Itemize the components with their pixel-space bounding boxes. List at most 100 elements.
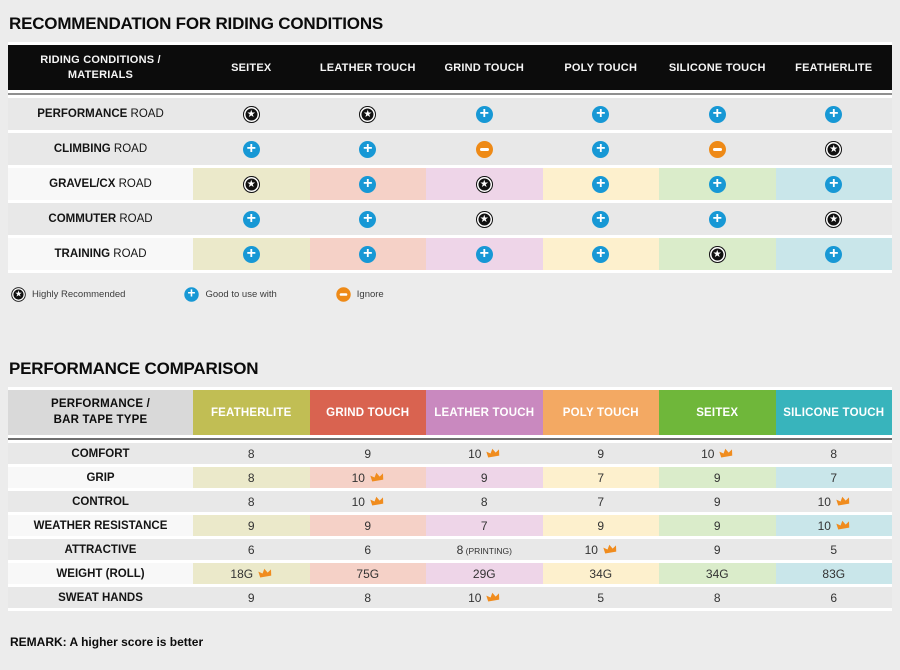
score-value: 8 <box>247 494 255 509</box>
crown-icon <box>719 448 733 458</box>
riding-row: TRAINING ROAD <box>8 238 892 270</box>
rating-cell <box>426 203 543 235</box>
score-suffix: (PRINTING) <box>463 545 512 556</box>
rating-cell <box>659 133 776 165</box>
score-value: 9 <box>713 542 721 557</box>
score-cell: 8 <box>193 443 310 464</box>
score-value: 9 <box>713 518 721 533</box>
rating-cell <box>659 203 776 235</box>
score-cell: 10 <box>426 443 543 464</box>
riding-row-label: COMMUTER ROAD <box>8 203 193 235</box>
score-value: 9 <box>247 518 255 533</box>
score-cell: 8 <box>775 443 892 464</box>
rating-cell <box>426 168 543 200</box>
score-value: 9 <box>597 518 605 533</box>
score-value: 5 <box>597 590 605 605</box>
score-cell: 9 <box>193 587 310 608</box>
plus-icon <box>592 245 610 263</box>
rating-cell <box>309 203 426 235</box>
score-value: 8 <box>713 590 721 605</box>
star-icon <box>242 105 260 123</box>
score-value: 6 <box>364 542 372 557</box>
riding-row: GRAVEL/CX ROAD <box>8 168 892 200</box>
rating-cell <box>426 133 543 165</box>
crown-icon <box>370 496 384 506</box>
riding-column-header-grind-touch: GRIND TOUCH <box>426 45 543 90</box>
rating-cell <box>542 98 659 130</box>
rating-cell <box>193 98 310 130</box>
rating-cell <box>659 238 776 270</box>
score-value: 7 <box>480 518 488 533</box>
rating-cell <box>426 98 543 130</box>
plus-icon <box>475 245 493 263</box>
score-value: 7 <box>830 470 838 485</box>
plus-icon <box>708 105 726 123</box>
rating-cell <box>309 168 426 200</box>
score-cell: 29G <box>426 563 543 584</box>
riding-column-header-poly-touch: POLY TOUCH <box>542 45 659 90</box>
perf-row: CONTROL 8 10 8 7 9 10 <box>8 491 892 512</box>
score-value: 29G <box>472 566 496 581</box>
score-cell: 9 <box>309 515 426 536</box>
star-icon <box>242 175 260 193</box>
legend-label: Ignore <box>356 289 384 300</box>
perf-corner-header: PERFORMANCE / BAR TAPE TYPE <box>8 390 193 435</box>
rating-cell <box>309 238 426 270</box>
score-value: 10 <box>584 542 598 557</box>
perf-row-label: WEATHER RESISTANCE <box>8 515 193 536</box>
score-cell: 10 <box>775 491 892 512</box>
score-value: 9 <box>480 470 488 485</box>
legend-label: Good to use with <box>205 289 277 300</box>
perf-row-label: ATTRACTIVE <box>8 539 193 560</box>
score-cell: 10 <box>426 587 543 608</box>
rating-cell <box>775 203 892 235</box>
score-value: 10 <box>817 518 831 533</box>
rating-cell <box>193 168 310 200</box>
rating-cell <box>542 168 659 200</box>
minus-icon <box>708 140 726 158</box>
score-value: 9 <box>364 518 372 533</box>
perf-row-label: SWEAT HANDS <box>8 587 193 608</box>
score-value: 18G <box>230 566 254 581</box>
perf-row: ATTRACTIVE 6 6 8 (PRINTING) 10 9 5 <box>8 539 892 560</box>
score-value: 8 <box>456 542 464 557</box>
legend-item: Ignore <box>335 286 384 303</box>
crown-icon <box>603 544 617 554</box>
rating-cell <box>426 238 543 270</box>
star-icon <box>359 105 377 123</box>
riding-corner-header-label: RIDING CONDITIONS / MATERIALS <box>40 53 161 81</box>
perf-table-header: PERFORMANCE / BAR TAPE TYPE FEATHERLITE G… <box>8 390 892 440</box>
score-value: 9 <box>597 446 605 461</box>
crown-icon <box>836 520 850 530</box>
score-value: 10 <box>351 470 365 485</box>
score-cell: 7 <box>542 467 659 488</box>
riding-row-label-bold: GRAVEL/CX <box>49 178 116 190</box>
perf-row: WEATHER RESISTANCE 9 9 7 9 9 10 <box>8 515 892 536</box>
score-cell: 10 <box>542 539 659 560</box>
score-cell: 9 <box>542 443 659 464</box>
score-cell: 7 <box>775 467 892 488</box>
score-value: 10 <box>468 446 482 461</box>
score-cell: 10 <box>309 491 426 512</box>
performance-comparison-title: PERFORMANCE COMPARISON <box>9 359 259 378</box>
score-cell: 7 <box>426 515 543 536</box>
legend-label: Highly Recommended <box>32 289 126 300</box>
score-cell: 34G <box>659 563 776 584</box>
minus-icon <box>475 140 493 158</box>
star-icon <box>825 210 843 228</box>
perf-row-label: CONTROL <box>8 491 193 512</box>
score-cell: 5 <box>542 587 659 608</box>
score-cell: 9 <box>542 515 659 536</box>
score-value: 8 <box>247 470 255 485</box>
plus-icon <box>359 245 377 263</box>
score-cell: 9 <box>659 467 776 488</box>
perf-row: GRIP 8 10 9 7 9 7 <box>8 467 892 488</box>
score-cell: 9 <box>659 491 776 512</box>
score-value: 8 <box>830 446 838 461</box>
perf-row: COMFORT 8 9 10 9 10 8 <box>8 443 892 464</box>
score-cell: 10 <box>309 467 426 488</box>
rating-cell <box>659 168 776 200</box>
rating-cell <box>775 133 892 165</box>
score-cell: 6 <box>193 539 310 560</box>
